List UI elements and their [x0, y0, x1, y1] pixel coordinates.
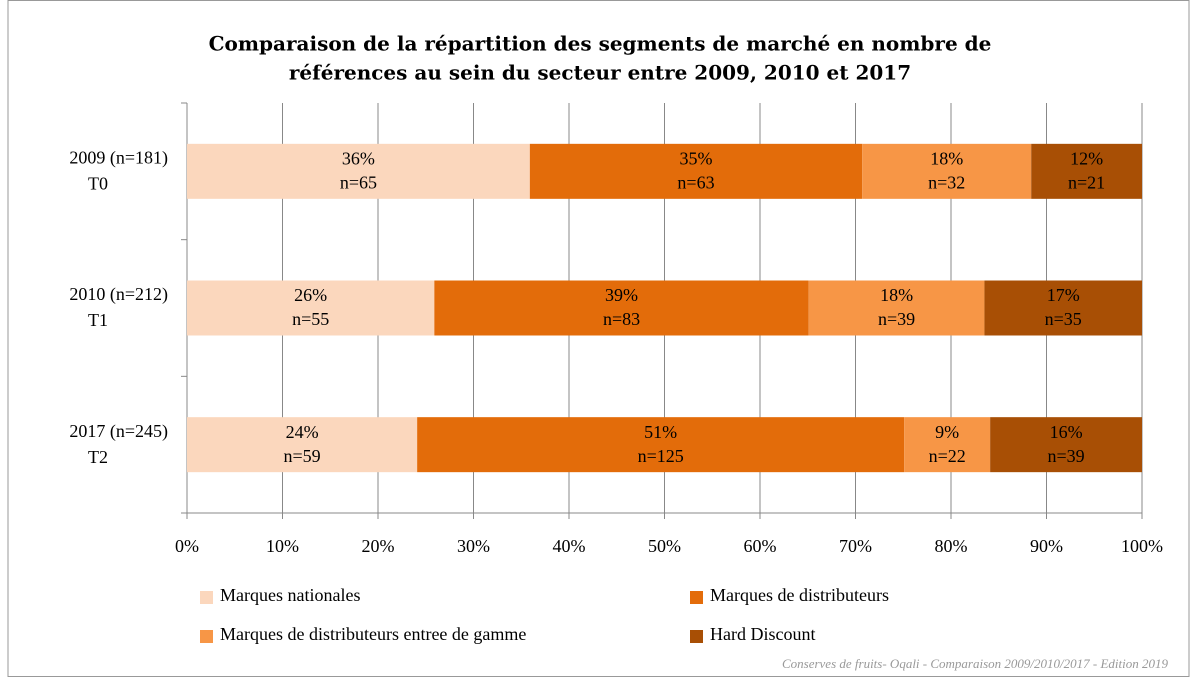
y-tick-sublabel: T0 — [88, 173, 108, 193]
data-label: 12% — [1070, 148, 1103, 168]
x-tick-label: 50% — [648, 536, 681, 556]
count-label: n=83 — [603, 309, 640, 329]
bar-segment — [990, 417, 1142, 473]
count-label: n=22 — [929, 446, 966, 466]
x-tick-label: 60% — [744, 536, 777, 556]
data-label: 39% — [605, 285, 638, 305]
source-note: Conserves de fruits- Oqali - Comparaison… — [782, 656, 1169, 671]
legend-label: Marques nationales — [220, 585, 360, 605]
y-tick-label: 2010 (n=212) — [69, 284, 168, 305]
data-label: 18% — [930, 148, 963, 168]
bar-segment — [904, 417, 991, 473]
x-tick-label: 70% — [839, 536, 872, 556]
data-label: 18% — [880, 285, 913, 305]
chart-title: références au sein du secteur entre 2009… — [289, 61, 911, 85]
data-label: 16% — [1050, 422, 1083, 442]
x-tick-label: 100% — [1121, 536, 1163, 556]
bar-segment — [187, 280, 435, 336]
bar-segment — [529, 143, 863, 199]
x-tick-label: 80% — [935, 536, 968, 556]
y-tick-label: 2009 (n=181) — [69, 147, 168, 168]
data-label: 17% — [1047, 285, 1080, 305]
bar-segment — [434, 280, 809, 336]
count-label: n=32 — [928, 172, 965, 192]
y-tick-sublabel: T2 — [88, 447, 108, 467]
legend-swatch — [690, 591, 703, 604]
x-tick-label: 40% — [553, 536, 586, 556]
y-tick-sublabel: T1 — [88, 310, 108, 330]
bar-segment — [984, 280, 1142, 336]
x-tick-label: 90% — [1030, 536, 1063, 556]
legend-label: Marques de distributeurs entree de gamme — [220, 624, 526, 644]
bar-segment — [187, 417, 418, 473]
bar-segment — [862, 143, 1032, 199]
data-label: 35% — [680, 148, 713, 168]
bar-segment — [187, 143, 530, 199]
legend-label: Marques de distributeurs — [710, 585, 889, 605]
count-label: n=55 — [292, 309, 329, 329]
chart-title: Comparaison de la répartition des segmen… — [209, 32, 992, 56]
data-label: 24% — [286, 422, 319, 442]
x-tick-label: 30% — [457, 536, 490, 556]
data-label: 51% — [644, 422, 677, 442]
count-label: n=21 — [1068, 172, 1105, 192]
count-label: n=39 — [878, 309, 915, 329]
chart-border — [7, 0, 1190, 677]
count-label: n=35 — [1045, 309, 1082, 329]
legend-label: Hard Discount — [710, 624, 815, 644]
x-tick-label: 0% — [175, 536, 199, 556]
data-label: 36% — [342, 148, 375, 168]
x-tick-label: 20% — [362, 536, 395, 556]
legend-swatch — [200, 591, 213, 604]
count-label: n=63 — [677, 172, 714, 192]
count-label: n=39 — [1047, 446, 1084, 466]
bar-segment — [1031, 143, 1142, 199]
x-tick-label: 10% — [266, 536, 299, 556]
y-tick-label: 2017 (n=245) — [69, 421, 168, 442]
bar-segment — [417, 417, 905, 473]
count-label: n=65 — [340, 172, 377, 192]
data-label: 9% — [935, 422, 959, 442]
legend-swatch — [200, 630, 213, 643]
data-label: 26% — [294, 285, 327, 305]
legend-swatch — [690, 630, 703, 643]
count-label: n=59 — [283, 446, 320, 466]
count-label: n=125 — [638, 446, 684, 466]
bar-segment — [808, 280, 985, 336]
